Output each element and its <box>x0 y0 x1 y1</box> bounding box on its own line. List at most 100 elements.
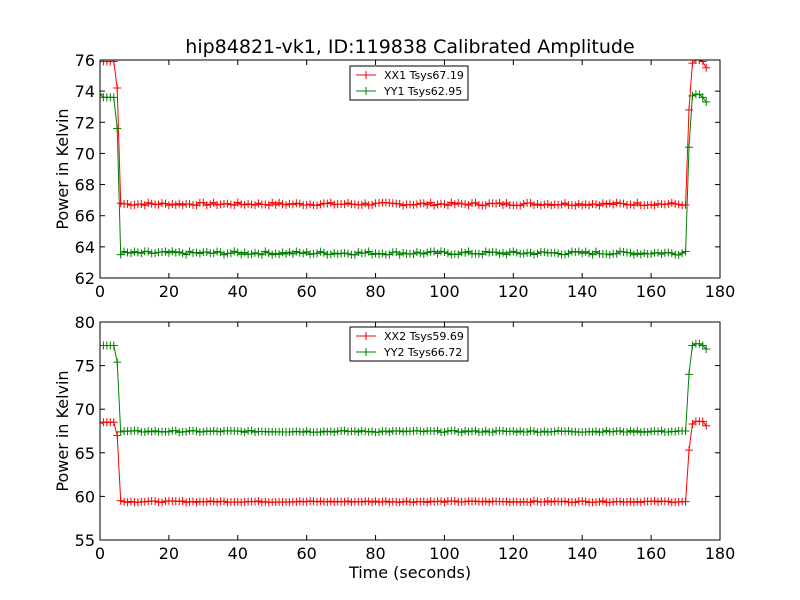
data-point-marker <box>540 200 549 209</box>
data-point-marker <box>399 201 408 210</box>
data-point-marker <box>499 200 507 209</box>
data-point-marker <box>123 248 132 257</box>
data-point-marker <box>247 200 256 209</box>
x-tick-label: 180 <box>705 544 736 563</box>
data-point-marker <box>423 248 432 257</box>
data-point-marker <box>237 250 246 259</box>
data-point-marker <box>247 250 256 259</box>
data-point-marker <box>350 427 359 436</box>
data-point-marker <box>330 497 339 506</box>
data-point-marker <box>691 60 700 64</box>
data-point-marker <box>368 250 377 259</box>
data-point-marker <box>688 341 697 350</box>
data-point-marker <box>412 248 421 257</box>
data-point-marker <box>127 249 135 258</box>
data-point-marker <box>581 247 590 256</box>
data-point-marker <box>189 497 197 506</box>
data-point-marker <box>364 497 373 506</box>
data-point-marker <box>602 426 611 435</box>
data-point-marker <box>109 418 118 427</box>
legend-label: XX2 Tsys59.69 <box>384 330 464 343</box>
data-point-marker <box>530 496 538 505</box>
data-point-marker <box>164 427 173 436</box>
data-point-marker <box>433 426 442 435</box>
data-point-marker <box>240 428 249 437</box>
data-point-marker <box>295 497 304 506</box>
data-point-marker <box>647 200 656 209</box>
data-point-marker <box>592 247 600 256</box>
data-point-marker <box>499 248 507 257</box>
x-tick-label: 60 <box>296 282 316 301</box>
data-point-marker <box>399 427 408 436</box>
data-point-marker <box>123 199 132 208</box>
data-point-marker <box>109 341 118 350</box>
data-point-marker <box>481 426 490 435</box>
x-tick-label: 60 <box>296 544 316 563</box>
data-point-marker <box>481 497 490 506</box>
data-point-marker <box>629 428 638 437</box>
data-point-marker <box>633 249 642 258</box>
data-point-marker <box>650 201 659 210</box>
x-tick-label: 20 <box>159 544 179 563</box>
data-point-marker <box>447 198 456 207</box>
data-point-marker <box>488 428 497 437</box>
data-point-marker <box>495 198 504 207</box>
data-point-marker <box>530 201 538 210</box>
data-point-marker <box>698 341 707 350</box>
data-point-marker <box>561 199 569 208</box>
data-point-marker <box>409 200 418 209</box>
data-point-marker <box>440 498 449 507</box>
data-point-marker <box>533 200 542 209</box>
data-point-marker <box>140 427 149 436</box>
x-tick-label: 100 <box>429 544 460 563</box>
data-point-marker <box>592 200 600 209</box>
data-point-marker <box>443 427 452 436</box>
chart-title: hip84821-vk1, ID:119838 Calibrated Ampli… <box>185 36 634 58</box>
data-point-marker <box>571 201 580 210</box>
data-point-marker <box>195 249 204 258</box>
data-point-marker <box>340 249 349 258</box>
data-point-marker <box>654 248 662 257</box>
data-point-marker <box>474 200 483 209</box>
data-point-marker <box>295 248 304 257</box>
data-point-marker <box>333 250 342 259</box>
data-point-marker <box>130 200 139 209</box>
data-point-marker <box>695 60 704 64</box>
data-point-marker <box>557 497 566 506</box>
data-point-marker <box>543 200 552 209</box>
data-point-marker <box>685 143 693 152</box>
data-point-marker <box>381 427 390 436</box>
data-point-marker <box>292 247 301 256</box>
data-point-marker <box>261 200 270 209</box>
data-point-marker <box>530 250 538 259</box>
data-point-marker <box>399 248 408 257</box>
data-point-marker <box>664 199 673 208</box>
data-point-marker <box>664 248 673 257</box>
x-tick-label: 160 <box>636 282 667 301</box>
data-point-marker <box>213 247 222 256</box>
y-tick-label: 75 <box>75 357 95 376</box>
data-point-marker <box>433 200 442 209</box>
data-point-marker <box>526 498 535 507</box>
data-point-marker <box>257 250 266 259</box>
data-point-marker <box>213 200 222 209</box>
data-point-marker <box>657 250 666 259</box>
data-point-marker <box>461 200 470 209</box>
y-axis-label: Power in Kelvin <box>53 370 72 491</box>
data-point-marker <box>561 497 569 506</box>
data-point-marker <box>395 498 404 507</box>
data-point-marker <box>578 201 587 210</box>
data-point-marker <box>598 199 607 208</box>
data-point-marker <box>419 199 428 208</box>
data-point-marker <box>571 498 580 507</box>
legend: XX2 Tsys59.69 YY2 Tsys66.72 <box>349 326 469 362</box>
data-point-marker <box>588 427 597 436</box>
data-point-marker <box>357 426 366 435</box>
data-point-marker <box>443 249 452 258</box>
data-point-marker <box>540 427 549 436</box>
data-point-marker <box>430 427 439 436</box>
data-point-marker <box>647 250 656 259</box>
data-point-marker <box>547 497 556 506</box>
data-point-marker <box>144 427 153 436</box>
data-point-marker <box>158 498 166 507</box>
